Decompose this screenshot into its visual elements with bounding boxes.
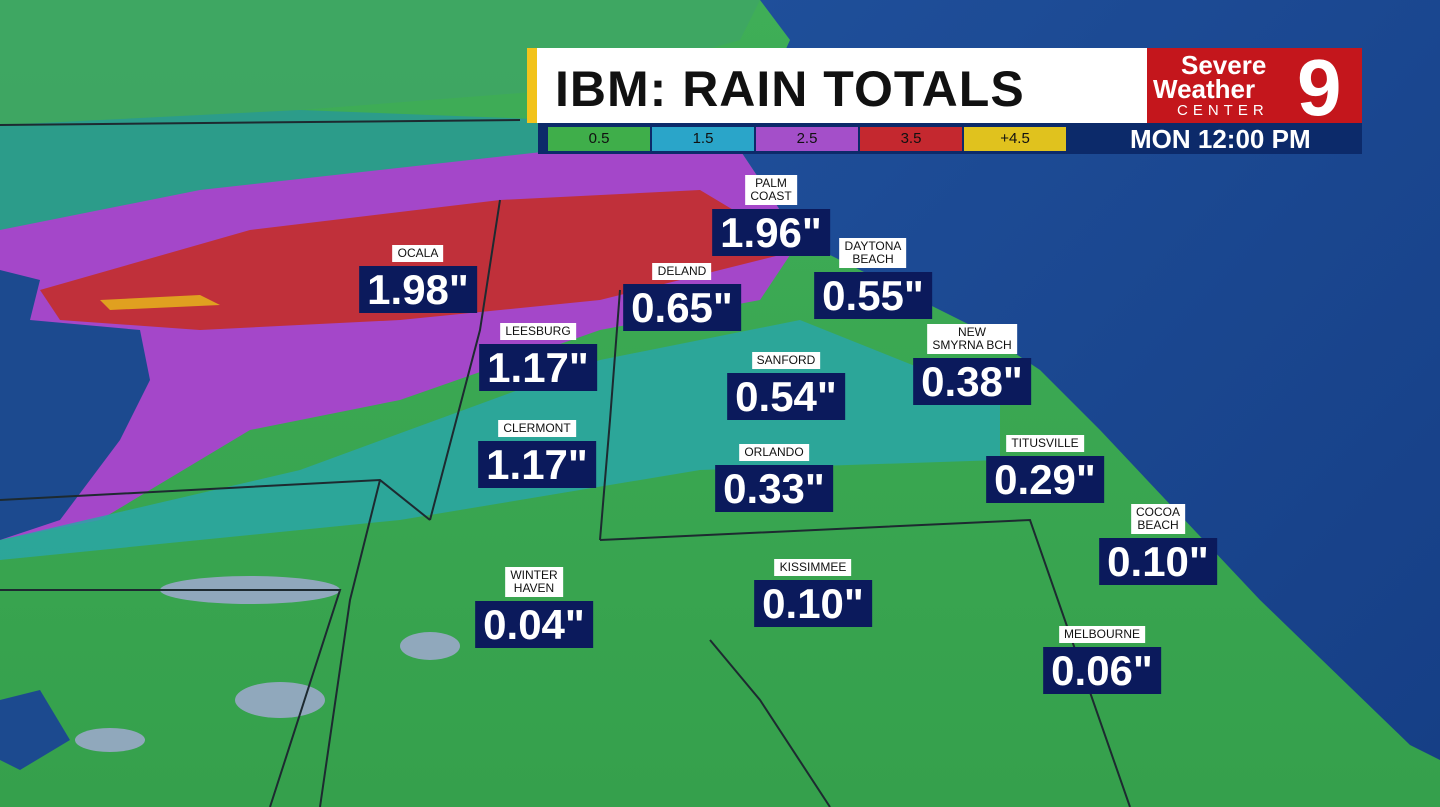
title-bar: IBM: RAIN TOTALS	[527, 48, 1147, 123]
city-name: WINTER HAVEN	[505, 567, 563, 597]
city-name: SANFORD	[751, 352, 821, 369]
rain-total: 0.10"	[754, 580, 872, 627]
city-name: KISSIMMEE	[774, 559, 852, 576]
city-name-line: DELAND	[657, 264, 707, 278]
legend-item: +4.5	[964, 127, 1066, 151]
city-name-line: WINTER	[510, 568, 558, 582]
legend-item: 0.5	[548, 127, 650, 151]
city-name-line: COAST	[750, 189, 792, 203]
city-label: OCALA 1.98"	[359, 245, 477, 313]
city-label: PALM COAST 1.96"	[712, 175, 830, 256]
logo-channel: 9	[1297, 43, 1342, 132]
city-label: SANFORD 0.54"	[727, 352, 845, 420]
city-name-line: COCOA	[1135, 505, 1181, 519]
city-name: CLERMONT	[498, 420, 576, 437]
city-name: MELBOURNE	[1058, 626, 1146, 643]
city-name-line: BEACH	[852, 252, 894, 266]
city-name-line: MELBOURNE	[1063, 627, 1141, 641]
rain-total: 1.96"	[712, 209, 830, 256]
city-label: WINTER HAVEN 0.04"	[475, 567, 593, 648]
rain-total: 1.17"	[478, 441, 596, 488]
city-name: NEW SMYRNA BCH	[927, 324, 1017, 354]
rain-total: 0.33"	[715, 465, 833, 512]
city-name-line: DAYTONA	[844, 239, 902, 253]
city-label: COCOA BEACH 0.10"	[1099, 504, 1217, 585]
city-name-line: HAVEN	[513, 581, 555, 595]
station-logo: Severe Weather CENTER 9	[1147, 43, 1362, 132]
city-name: COCOA BEACH	[1130, 504, 1186, 534]
time: MON 12:00 PM	[1130, 124, 1311, 154]
rain-total: 0.04"	[475, 601, 593, 648]
city-name-line: OCALA	[397, 246, 439, 260]
city-label: TITUSVILLE 0.29"	[986, 435, 1104, 503]
city-label: LEESBURG 1.17"	[479, 323, 597, 391]
city-name-line: LEESBURG	[505, 324, 571, 338]
legend: 0.5 1.5 2.5 3.5 +4.5	[548, 127, 1068, 151]
rain-total: 0.55"	[814, 272, 932, 319]
legend-item: 1.5	[652, 127, 754, 151]
city-label: CLERMONT 1.17"	[478, 420, 596, 488]
rain-total: 0.06"	[1043, 647, 1161, 694]
logo-text: Severe	[1181, 50, 1267, 80]
legend-item: 2.5	[756, 127, 858, 151]
rain-total: 0.65"	[623, 284, 741, 331]
city-label: DELAND 0.65"	[623, 263, 741, 331]
rain-total: 0.38"	[913, 358, 1031, 405]
city-name-line: CLERMONT	[503, 421, 571, 435]
title: IBM: RAIN TOTALS	[555, 61, 1025, 117]
rain-total: 0.29"	[986, 456, 1104, 503]
city-name: OCALA	[392, 245, 444, 262]
city-name-line: TITUSVILLE	[1011, 436, 1079, 450]
city-name-line: SMYRNA BCH	[932, 338, 1012, 352]
title-stripe	[527, 48, 537, 123]
city-label: ORLANDO 0.33"	[715, 444, 833, 512]
city-name-line: BEACH	[1137, 518, 1179, 532]
city-name-line: SANFORD	[756, 353, 816, 367]
city-label: MELBOURNE 0.06"	[1043, 626, 1161, 694]
rain-total: 0.54"	[727, 373, 845, 420]
rain-total: 0.10"	[1099, 538, 1217, 585]
city-name: DAYTONA BEACH	[839, 238, 907, 268]
city-name: PALM COAST	[745, 175, 797, 205]
city-name-line: KISSIMMEE	[779, 560, 847, 574]
logo-text: CENTER	[1177, 102, 1269, 119]
rain-total: 1.98"	[359, 266, 477, 313]
city-label: NEW SMYRNA BCH 0.38"	[913, 324, 1031, 405]
city-name-line: PALM	[755, 176, 787, 190]
city-name: DELAND	[652, 263, 712, 280]
legend-item: 3.5	[860, 127, 962, 151]
city-name-line: ORLANDO	[744, 445, 804, 459]
logo-text: Weather	[1153, 74, 1256, 104]
city-name: ORLANDO	[739, 444, 809, 461]
city-label: DAYTONA BEACH 0.55"	[814, 238, 932, 319]
rain-total: 1.17"	[479, 344, 597, 391]
city-label: KISSIMMEE 0.10"	[754, 559, 872, 627]
city-name: TITUSVILLE	[1006, 435, 1084, 452]
city-name-line: NEW	[957, 325, 986, 339]
city-name: LEESBURG	[500, 323, 576, 340]
